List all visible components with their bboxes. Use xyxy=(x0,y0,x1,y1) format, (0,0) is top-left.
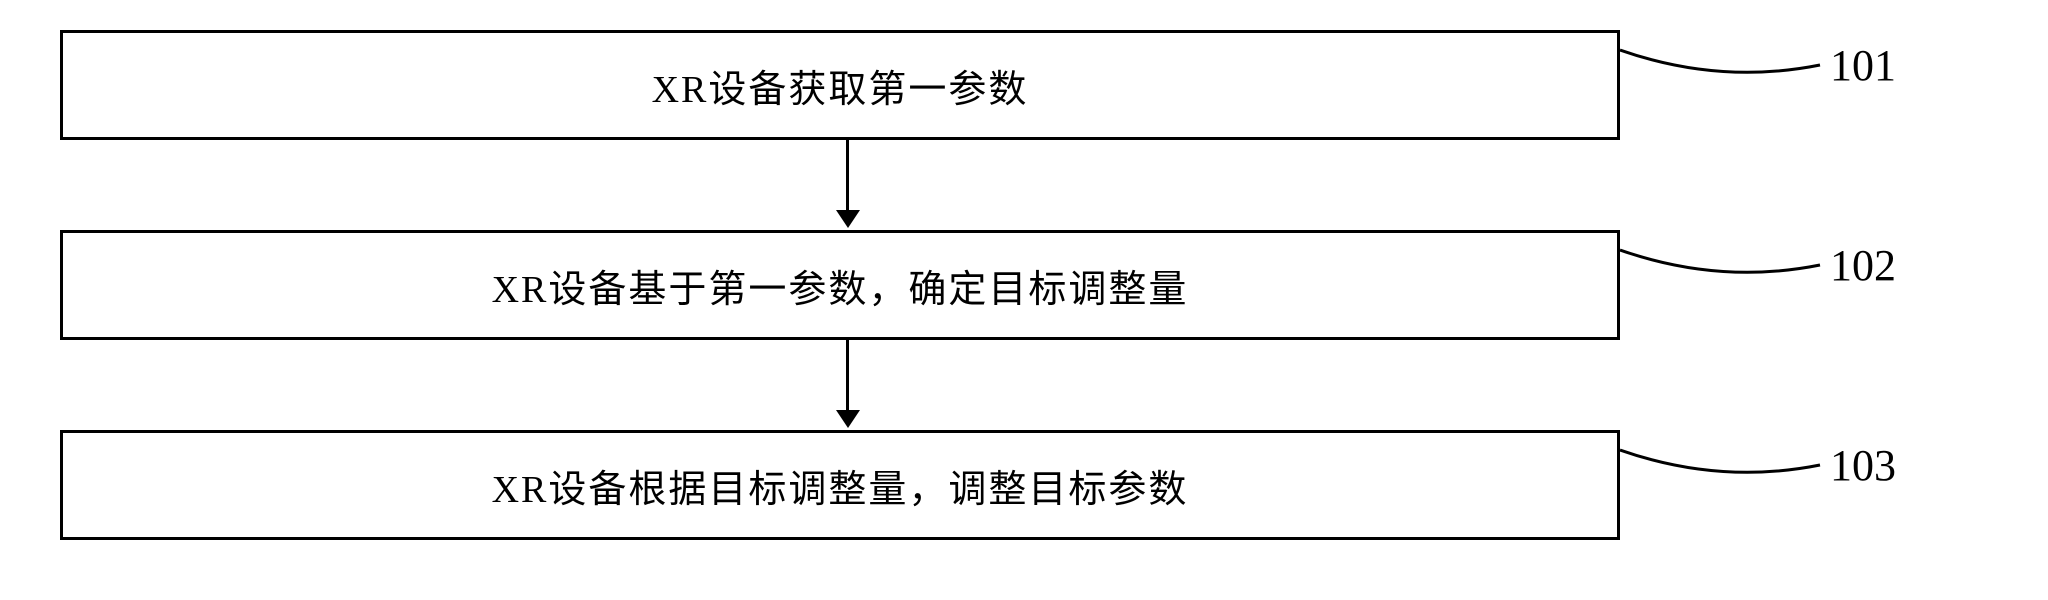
flowchart-step-101: XR设备获取第一参数 xyxy=(60,30,1620,140)
step-103-label: 103 xyxy=(1830,440,1896,491)
step-102-text: XR设备基于第一参数，确定目标调整量 xyxy=(492,258,1189,313)
callout-curve-102 xyxy=(1620,230,1830,290)
flowchart-container: XR设备获取第一参数 101 XR设备基于第一参数，确定目标调整量 102 XR… xyxy=(0,0,2048,600)
step-101-text: XR设备获取第一参数 xyxy=(652,58,1029,113)
callout-curve-101 xyxy=(1620,30,1830,90)
flowchart-step-103: XR设备根据目标调整量，调整目标参数 xyxy=(60,430,1620,540)
step-102-label: 102 xyxy=(1830,240,1896,291)
flowchart-step-102: XR设备基于第一参数，确定目标调整量 xyxy=(60,230,1620,340)
arrow-102-to-103 xyxy=(838,340,858,430)
step-101-label: 101 xyxy=(1830,40,1896,91)
arrow-101-to-102 xyxy=(838,140,858,230)
step-103-text: XR设备根据目标调整量，调整目标参数 xyxy=(492,458,1189,513)
callout-curve-103 xyxy=(1620,430,1830,490)
